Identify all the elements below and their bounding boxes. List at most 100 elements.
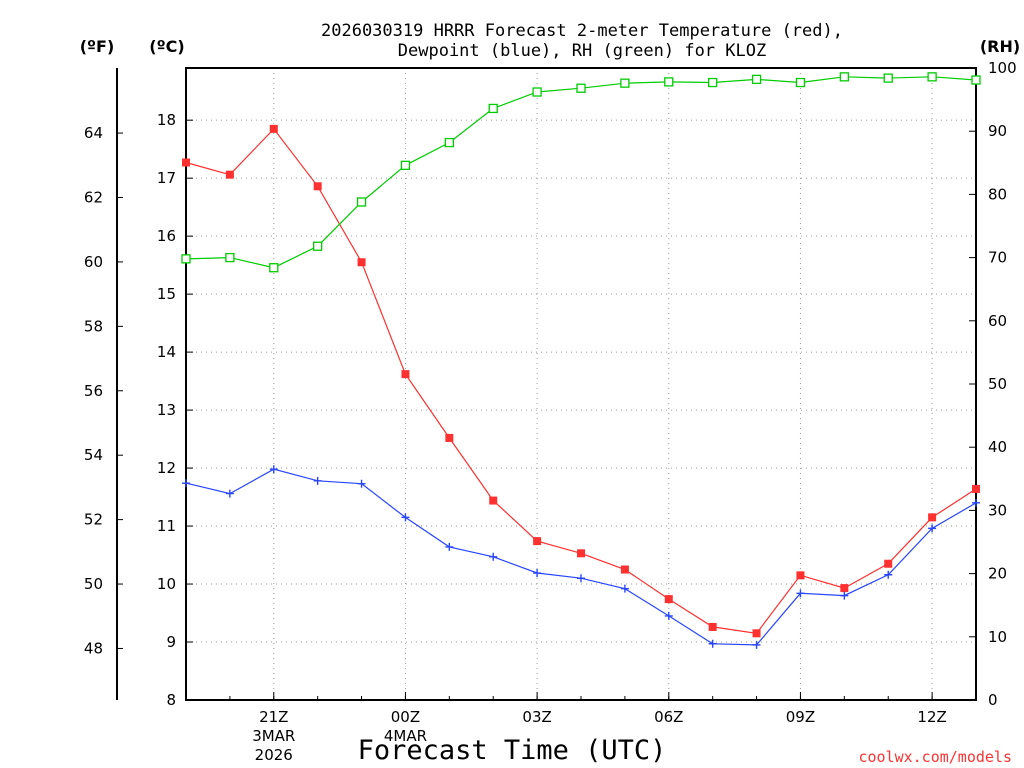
temperature-point xyxy=(313,182,322,191)
fahrenheit-tick-label: 58 xyxy=(84,317,103,335)
dewpoint-point xyxy=(708,639,717,648)
celsius-unit-label: (ºC) xyxy=(149,37,184,56)
dewpoint-point xyxy=(840,591,849,600)
rh-point xyxy=(708,77,718,88)
rh-tick-label: 30 xyxy=(988,501,1007,519)
celsius-tick-label: 17 xyxy=(157,169,176,187)
dewpoint-point xyxy=(401,513,410,522)
x-tick-label: 12Z xyxy=(917,708,946,726)
series-dewpoint xyxy=(182,465,980,649)
dewpoint-point xyxy=(752,640,761,649)
rh-point xyxy=(839,72,849,82)
dewpoint-point xyxy=(533,569,542,578)
dewpoint-point xyxy=(577,574,585,583)
rh-point xyxy=(576,83,586,93)
dewpoint-point xyxy=(620,584,629,593)
rh-tick-label: 70 xyxy=(988,249,1007,267)
temperature-point xyxy=(972,484,980,493)
rh-point xyxy=(400,160,411,170)
rh-point xyxy=(664,77,674,87)
dewpoint-point xyxy=(884,570,893,579)
fahrenheit-tick-label: 52 xyxy=(84,511,103,529)
rh-axis: 0 10 20 30 40 50 60 70 80 90 100 xyxy=(969,59,1017,709)
chart-title-line2: Dewpoint (blue), RH (green) for KLOZ xyxy=(398,41,766,61)
series-rh xyxy=(181,72,981,273)
x-tick-label: 09Z xyxy=(786,708,815,726)
celsius-tick-label: 8 xyxy=(166,691,176,709)
fahrenheit-tick-label: 64 xyxy=(84,124,103,142)
rh-point xyxy=(269,263,279,273)
rh-tick-label: 0 xyxy=(988,691,998,709)
temperature-point xyxy=(401,370,410,379)
temperature-point xyxy=(577,549,585,558)
celsius-tick-label: 9 xyxy=(166,633,176,651)
rh-point xyxy=(356,197,367,207)
temperature-point xyxy=(533,537,542,546)
dewpoint-point xyxy=(269,465,278,474)
fahrenheit-tick-label: 62 xyxy=(84,188,103,206)
x-tick-date: 4MAR xyxy=(384,727,427,745)
rh-line xyxy=(185,76,977,269)
temperature-point xyxy=(225,170,234,179)
temperature-point xyxy=(708,622,717,631)
dewpoint-point xyxy=(225,489,234,498)
x-tick-date: 3MAR xyxy=(252,727,295,745)
fahrenheit-tick-label: 60 xyxy=(84,253,103,271)
celsius-axis: 8 9 10 11 12 13 14 15 16 17 18 xyxy=(157,111,193,709)
rh-tick-label: 10 xyxy=(988,628,1007,646)
temperature-point xyxy=(620,565,629,574)
rh-point xyxy=(532,87,542,97)
celsius-tick-label: 16 xyxy=(157,227,176,245)
dewpoint-point xyxy=(972,498,980,507)
fahrenheit-tick-label: 56 xyxy=(84,382,103,400)
dewpoint-point xyxy=(182,479,190,488)
dewpoint-point xyxy=(489,552,498,561)
fahrenheit-tick-label: 48 xyxy=(84,639,103,657)
celsius-tick-label: 15 xyxy=(157,285,176,303)
rh-point xyxy=(620,78,630,88)
rh-tick-label: 80 xyxy=(988,185,1007,203)
rh-tick-label: 40 xyxy=(988,438,1007,456)
series-group xyxy=(181,72,981,649)
temperature-point xyxy=(182,158,190,167)
celsius-tick-label: 10 xyxy=(157,575,176,593)
celsius-tick-label: 11 xyxy=(157,517,176,535)
celsius-tick-label: 12 xyxy=(157,459,176,477)
rh-unit-label: (RH) xyxy=(980,37,1020,56)
temperature-point xyxy=(357,258,366,267)
fahrenheit-tick-label: 54 xyxy=(84,446,103,464)
temperature-point xyxy=(489,496,498,505)
x-tick-label: 03Z xyxy=(522,708,551,726)
temperature-point xyxy=(269,124,278,133)
temperature-point xyxy=(445,433,454,442)
fahrenheit-unit-label: (ºF) xyxy=(80,37,115,56)
temperature-line xyxy=(185,127,977,634)
celsius-tick-label: 13 xyxy=(157,401,176,419)
x-tick-label: 21Z xyxy=(259,708,288,726)
celsius-tick-label: 14 xyxy=(157,343,176,361)
x-tick-year: 2026 xyxy=(255,746,293,764)
x-axis-title: Forecast Time (UTC) xyxy=(358,735,667,766)
rh-tick-label: 20 xyxy=(988,565,1007,583)
rh-tick-label: 60 xyxy=(988,312,1007,330)
rh-tick-label: 100 xyxy=(988,59,1017,77)
rh-point xyxy=(444,137,454,148)
dewpoint-point xyxy=(357,479,366,488)
rh-point xyxy=(313,241,323,251)
rh-tick-label: 50 xyxy=(988,375,1007,393)
rh-point xyxy=(225,252,235,263)
dewpoint-point xyxy=(313,476,322,485)
dewpoint-point xyxy=(664,611,673,620)
dewpoint-point xyxy=(928,524,937,533)
x-tick-label: 06Z xyxy=(654,708,683,726)
fahrenheit-tick-label: 50 xyxy=(84,575,103,593)
rh-point xyxy=(181,254,191,264)
celsius-tick-label: 18 xyxy=(157,111,176,129)
grid-lines xyxy=(186,68,976,700)
watermark: coolwx.com/models xyxy=(858,748,1012,766)
rh-point xyxy=(927,72,937,82)
temperature-point xyxy=(884,559,893,568)
temperature-point xyxy=(928,513,937,522)
